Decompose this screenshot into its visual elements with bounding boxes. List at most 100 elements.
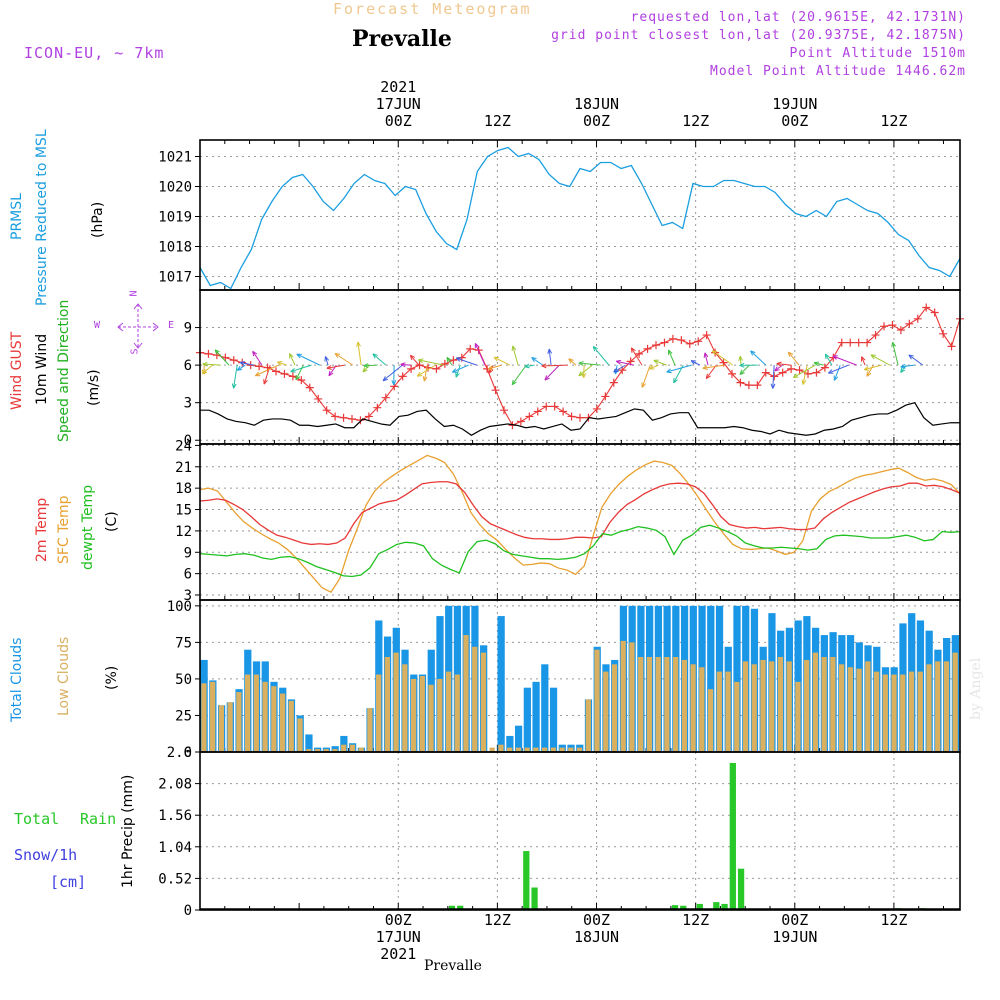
wind-direction-arrow (362, 364, 370, 373)
wind-arrowhead (568, 358, 574, 364)
gust-point-marker (592, 404, 601, 413)
precip-total-label: Total (14, 810, 60, 828)
wind-direction-arrow (776, 363, 791, 366)
gust-point-marker (939, 329, 948, 338)
wind-direction-arrow (900, 364, 915, 368)
wind-direction-arrow (493, 356, 511, 366)
wind-arrowhead (703, 352, 709, 358)
y-tick-label: 15 (175, 503, 192, 519)
wind-arrowhead (362, 367, 368, 373)
dewpt-line (199, 524, 961, 578)
wind-direction-arrow (832, 355, 857, 366)
low-cloud-bar (349, 744, 356, 752)
compass-west: W (94, 320, 101, 331)
wind-direction-arrow (255, 364, 279, 377)
low-cloud-bar (594, 649, 600, 752)
wind-arrowhead (252, 350, 258, 357)
wind-arrowhead (615, 359, 622, 365)
gust-point-marker (601, 392, 610, 401)
y-tick-label: 9 (184, 321, 192, 337)
gust-point-marker (770, 372, 779, 381)
pressure-panel-frame (199, 139, 961, 291)
gust-point-marker (440, 359, 449, 368)
wind-arrowhead (578, 361, 584, 366)
low-cloud-bar (227, 702, 233, 752)
low-cloud-bar (559, 747, 565, 752)
y-tick-label: 0 (184, 903, 192, 919)
gust-point-marker (753, 381, 762, 390)
wind-arrowhead (828, 369, 834, 374)
gust-point-marker (795, 366, 804, 375)
time-label-line: 2021 (380, 945, 417, 963)
model-altitude: Model Point Altitude 1446.62m (710, 64, 966, 79)
y-tick-label: 1018 (158, 240, 192, 256)
low-cloud-bar (288, 700, 294, 752)
rain-bar (457, 905, 464, 910)
wind-arrowhead (801, 379, 807, 385)
time-label-line: 18JUN (573, 95, 620, 113)
gust-point-marker (677, 336, 686, 345)
low-cloud-bar (480, 652, 487, 752)
rain-bar (680, 905, 687, 910)
wind-direction-arrow (578, 364, 593, 377)
wind-direction-arrow (363, 364, 378, 367)
wind-direction-arrow (666, 364, 692, 373)
wind-direction-arrow (653, 359, 667, 366)
gust-point-marker (204, 349, 213, 358)
wind-arrowhead (900, 363, 906, 369)
wind-direction-arrow (334, 353, 354, 366)
low-cloud-bar (201, 683, 207, 752)
wind-direction-arrow (548, 348, 552, 366)
wind-arrowhead (391, 380, 397, 386)
wind-direction-arrow (474, 343, 486, 366)
wind-arrowhead (295, 374, 301, 381)
gust-point-marker (702, 331, 711, 340)
wind-direction-arrow (416, 364, 436, 377)
wind-arrowhead (861, 356, 866, 362)
wind-direction-arrow (705, 364, 717, 379)
low-cloud-bar (541, 747, 548, 752)
wind-arrowhead (382, 376, 389, 382)
gust-point-marker (280, 369, 289, 378)
time-label-line: 00Z (582, 911, 611, 929)
low-cloud-bar (314, 749, 321, 752)
low-cloud-bar (751, 664, 757, 752)
gust-point-marker (744, 381, 753, 390)
time-label-line: 12Z (880, 112, 908, 130)
time-label: 12Z (656, 113, 736, 130)
wind-direction-arrow (531, 357, 544, 366)
wind-arrowhead (372, 353, 378, 359)
wind-direction-arrow (614, 365, 618, 375)
gust-point-marker (837, 338, 846, 347)
wind-arrowhead (531, 357, 537, 363)
low-cloud-bar (358, 747, 364, 752)
wind-direction-arrow (802, 365, 808, 385)
gust-point-marker (373, 403, 382, 412)
wind-direction-arrow (828, 364, 849, 374)
gust-point-marker (348, 414, 356, 423)
total-cloud-bar (733, 605, 741, 752)
time-label-line: 00Z (582, 112, 611, 130)
gust-point-marker (854, 338, 863, 347)
low-cloud-bar (786, 661, 792, 752)
wind-direction-arrow (289, 353, 296, 366)
wind-direction-arrow (702, 364, 725, 369)
y-tick-label: 6 (184, 567, 192, 583)
wind-arrowhead (649, 364, 655, 370)
wind-direction-arrow (866, 364, 874, 377)
rain-bar (721, 903, 728, 910)
gust-point-marker (407, 364, 416, 373)
gust-point-marker (297, 376, 306, 385)
low-cloud-bar (262, 681, 268, 752)
wind-speed-line (200, 401, 960, 436)
gust-point-marker (567, 412, 576, 421)
wind-arrowhead (702, 365, 708, 370)
wind-direction-arrow (452, 364, 469, 373)
wind-direction-arrow (372, 353, 387, 366)
wind-arrowhead (422, 376, 428, 382)
wind-arrowhead (541, 363, 547, 369)
grid-point-coords: grid point closest lon,lat (20.9375E, 42… (551, 28, 966, 43)
gust-point-marker (356, 416, 365, 425)
wind-direction-arrow (739, 364, 750, 375)
